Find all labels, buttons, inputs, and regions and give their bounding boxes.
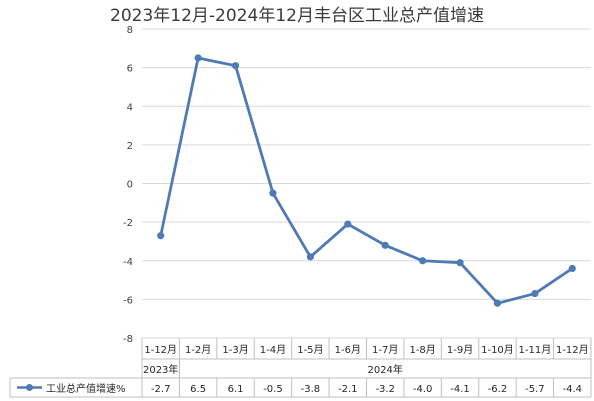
data-point <box>493 299 502 307</box>
category-label: 1-2月 <box>185 344 211 356</box>
data-table: 2023年 2024年 1-12月 1-2月 1-3月 1-4月 1-5月 1-6月 1-7月 1… <box>9 338 592 398</box>
value-label: -0.5 <box>263 384 283 395</box>
category-label: 1-10月 <box>481 344 514 356</box>
y-tick-label: 8 <box>127 25 133 36</box>
value-label: -4.1 <box>450 384 470 395</box>
data-point <box>381 241 389 249</box>
series-layer <box>157 54 576 307</box>
category-label: 1-4月 <box>260 344 286 356</box>
grid-layer <box>142 28 591 339</box>
legend-label: 工业总产值增速% <box>46 382 126 395</box>
category-label: 1-8月 <box>409 344 435 356</box>
data-point <box>344 220 352 228</box>
category-label: 1-3月 <box>222 344 248 356</box>
value-label: -5.7 <box>525 384 545 395</box>
y-tick-label: -8 <box>123 334 133 345</box>
data-point <box>568 264 576 273</box>
data-point <box>194 54 202 62</box>
data-point <box>306 253 314 261</box>
value-label: 6.5 <box>190 384 206 395</box>
value-label: -3.2 <box>375 384 395 395</box>
category-label: 1-9月 <box>447 344 473 356</box>
value-label: 6.1 <box>228 384 244 395</box>
chart-title: 2023年12月-2024年12月丰台区工业总产值增速 <box>110 6 484 26</box>
category-label: 1-5月 <box>297 344 323 356</box>
value-label: -2.1 <box>338 384 358 395</box>
category-label: 1-12月 <box>556 344 589 356</box>
category-label: 1-11月 <box>519 344 552 356</box>
y-tick-label: 0 <box>127 180 133 191</box>
value-label: -4.4 <box>563 384 583 395</box>
data-point <box>269 189 277 197</box>
data-point <box>157 232 165 240</box>
category-label: 1-12月 <box>144 344 177 356</box>
data-point <box>531 289 539 298</box>
series-line <box>159 56 574 305</box>
data-point <box>231 62 240 70</box>
category-label: 1-7月 <box>372 344 398 356</box>
y-tick-label: 6 <box>127 64 133 75</box>
category-label: 1-6月 <box>335 344 361 356</box>
legend-marker <box>26 384 33 391</box>
y-axis-ticks: 8 6 4 2 0 -2 -4 -6 -8 <box>123 25 133 345</box>
y-tick-label: -4 <box>123 257 133 268</box>
value-label: -6.2 <box>488 384 508 395</box>
group-label: 2024年 <box>367 363 402 376</box>
value-label: -4.0 <box>413 384 433 395</box>
y-tick-label: -6 <box>123 295 133 306</box>
group-label: 2023年 <box>143 363 178 376</box>
data-point <box>456 259 464 267</box>
value-label: -3.8 <box>301 384 321 395</box>
y-tick-label: -2 <box>123 218 133 229</box>
y-tick-label: 2 <box>127 141 133 152</box>
value-label: -2.7 <box>151 384 171 395</box>
y-tick-label: 4 <box>127 102 133 113</box>
data-point <box>419 257 427 265</box>
